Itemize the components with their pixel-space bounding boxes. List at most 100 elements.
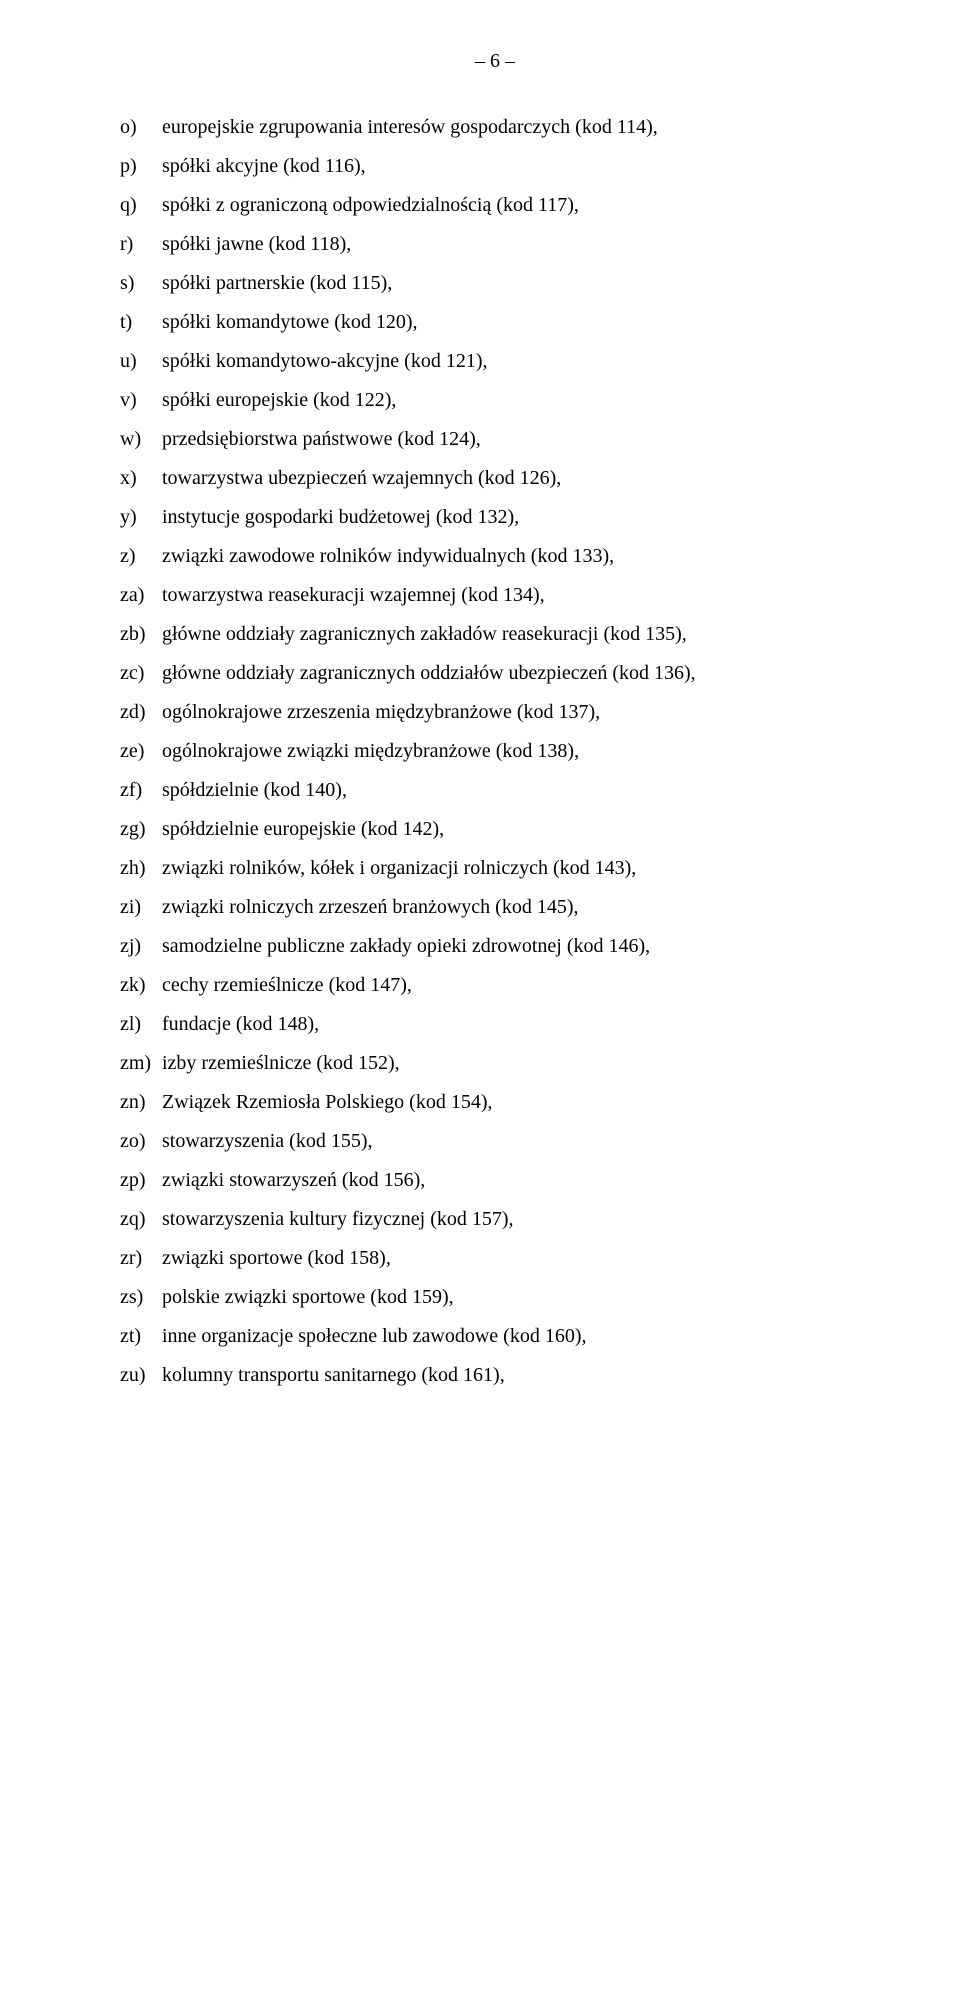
list-item-marker: s) — [120, 264, 162, 302]
list-item-text: izby rzemieślnicze (kod 152), — [162, 1044, 870, 1082]
list-item-marker: x) — [120, 459, 162, 497]
list-item-text: inne organizacje społeczne lub zawodowe … — [162, 1317, 870, 1355]
list-item: w)przedsiębiorstwa państwowe (kod 124), — [120, 420, 870, 458]
list-item: zr)związki sportowe (kod 158), — [120, 1239, 870, 1277]
list-item-text: kolumny transportu sanitarnego (kod 161)… — [162, 1356, 870, 1394]
list-item-text: związki rolniczych zrzeszeń branżowych (… — [162, 888, 870, 926]
list-item-marker: zr) — [120, 1239, 162, 1277]
list-item: zl)fundacje (kod 148), — [120, 1005, 870, 1043]
list-item-marker: zc) — [120, 654, 162, 692]
list-item-marker: zi) — [120, 888, 162, 926]
list-item-marker: zm) — [120, 1044, 162, 1082]
list-item: zf)spółdzielnie (kod 140), — [120, 771, 870, 809]
list-item-marker: u) — [120, 342, 162, 380]
list-item-text: Związek Rzemiosła Polskiego (kod 154), — [162, 1083, 870, 1121]
list-item-marker: y) — [120, 498, 162, 536]
list-item-marker: zs) — [120, 1278, 162, 1316]
list-item: zc)główne oddziały zagranicznych oddział… — [120, 654, 870, 692]
list-item: za)towarzystwa reasekuracji wzajemnej (k… — [120, 576, 870, 614]
list-item-marker: r) — [120, 225, 162, 263]
list-item-marker: t) — [120, 303, 162, 341]
list-item-marker: w) — [120, 420, 162, 458]
list-item: zn)Związek Rzemiosła Polskiego (kod 154)… — [120, 1083, 870, 1121]
list-item-marker: zh) — [120, 849, 162, 887]
list-item: zo)stowarzyszenia (kod 155), — [120, 1122, 870, 1160]
list-item-text: związki rolników, kółek i organizacji ro… — [162, 849, 870, 887]
list-item-marker: q) — [120, 186, 162, 224]
list-item: y)instytucje gospodarki budżetowej (kod … — [120, 498, 870, 536]
list-item: v)spółki europejskie (kod 122), — [120, 381, 870, 419]
list-item-marker: ze) — [120, 732, 162, 770]
list-item: zi)związki rolniczych zrzeszeń branżowyc… — [120, 888, 870, 926]
list-item: zd)ogólnokrajowe zrzeszenia międzybranżo… — [120, 693, 870, 731]
list-item-text: związki zawodowe rolników indywidualnych… — [162, 537, 870, 575]
list-item-text: spółki komandytowe (kod 120), — [162, 303, 870, 341]
list-item-text: przedsiębiorstwa państwowe (kod 124), — [162, 420, 870, 458]
list-item-text: ogólnokrajowe związki międzybranżowe (ko… — [162, 732, 870, 770]
list-container: o)europejskie zgrupowania interesów gosp… — [120, 108, 870, 1394]
list-item-text: główne oddziały zagranicznych oddziałów … — [162, 654, 870, 692]
list-item-text: stowarzyszenia kultury fizycznej (kod 15… — [162, 1200, 870, 1238]
list-item: zq)stowarzyszenia kultury fizycznej (kod… — [120, 1200, 870, 1238]
list-item: zu)kolumny transportu sanitarnego (kod 1… — [120, 1356, 870, 1394]
list-item-marker: zo) — [120, 1122, 162, 1160]
list-item-marker: zg) — [120, 810, 162, 848]
list-item-text: fundacje (kod 148), — [162, 1005, 870, 1043]
list-item: zt)inne organizacje społeczne lub zawodo… — [120, 1317, 870, 1355]
page-number: – 6 – — [120, 50, 870, 73]
list-item-text: spółki jawne (kod 118), — [162, 225, 870, 263]
list-item: zh)związki rolników, kółek i organizacji… — [120, 849, 870, 887]
list-item-text: samodzielne publiczne zakłady opieki zdr… — [162, 927, 870, 965]
list-item: o)europejskie zgrupowania interesów gosp… — [120, 108, 870, 146]
list-item-text: instytucje gospodarki budżetowej (kod 13… — [162, 498, 870, 536]
list-item: t)spółki komandytowe (kod 120), — [120, 303, 870, 341]
list-item: x)towarzystwa ubezpieczeń wzajemnych (ko… — [120, 459, 870, 497]
list-item: zm)izby rzemieślnicze (kod 152), — [120, 1044, 870, 1082]
list-item-text: związki stowarzyszeń (kod 156), — [162, 1161, 870, 1199]
list-item-marker: zu) — [120, 1356, 162, 1394]
list-item: zb)główne oddziały zagranicznych zakładó… — [120, 615, 870, 653]
list-item-marker: v) — [120, 381, 162, 419]
list-item: ze)ogólnokrajowe związki międzybranżowe … — [120, 732, 870, 770]
list-item: r)spółki jawne (kod 118), — [120, 225, 870, 263]
list-item-marker: o) — [120, 108, 162, 146]
list-item-text: polskie związki sportowe (kod 159), — [162, 1278, 870, 1316]
list-item-marker: p) — [120, 147, 162, 185]
list-item-marker: zd) — [120, 693, 162, 731]
list-item: z)związki zawodowe rolników indywidualny… — [120, 537, 870, 575]
list-item-text: spółki partnerskie (kod 115), — [162, 264, 870, 302]
list-item-marker: za) — [120, 576, 162, 614]
list-item-marker: zf) — [120, 771, 162, 809]
list-item: zs)polskie związki sportowe (kod 159), — [120, 1278, 870, 1316]
list-item-text: cechy rzemieślnicze (kod 147), — [162, 966, 870, 1004]
list-item: u)spółki komandytowo-akcyjne (kod 121), — [120, 342, 870, 380]
list-item: zj)samodzielne publiczne zakłady opieki … — [120, 927, 870, 965]
list-item-marker: z) — [120, 537, 162, 575]
list-item-text: spółki akcyjne (kod 116), — [162, 147, 870, 185]
list-item-text: europejskie zgrupowania interesów gospod… — [162, 108, 870, 146]
list-item-marker: zb) — [120, 615, 162, 653]
list-item: zp)związki stowarzyszeń (kod 156), — [120, 1161, 870, 1199]
list-item-text: główne oddziały zagranicznych zakładów r… — [162, 615, 870, 653]
list-item-marker: zq) — [120, 1200, 162, 1238]
list-item-text: towarzystwa ubezpieczeń wzajemnych (kod … — [162, 459, 870, 497]
list-item-marker: zn) — [120, 1083, 162, 1121]
list-item-text: spółki komandytowo-akcyjne (kod 121), — [162, 342, 870, 380]
list-item-marker: zj) — [120, 927, 162, 965]
list-item: p)spółki akcyjne (kod 116), — [120, 147, 870, 185]
list-item: q)spółki z ograniczoną odpowiedzialności… — [120, 186, 870, 224]
list-item-marker: zt) — [120, 1317, 162, 1355]
list-item-text: stowarzyszenia (kod 155), — [162, 1122, 870, 1160]
list-item: zg)spółdzielnie europejskie (kod 142), — [120, 810, 870, 848]
list-item-text: spółki z ograniczoną odpowiedzialnością … — [162, 186, 870, 224]
list-item-text: spółki europejskie (kod 122), — [162, 381, 870, 419]
list-item-marker: zp) — [120, 1161, 162, 1199]
list-item-text: ogólnokrajowe zrzeszenia międzybranżowe … — [162, 693, 870, 731]
list-item-marker: zk) — [120, 966, 162, 1004]
list-item: s)spółki partnerskie (kod 115), — [120, 264, 870, 302]
list-item-text: związki sportowe (kod 158), — [162, 1239, 870, 1277]
list-item-text: spółdzielnie europejskie (kod 142), — [162, 810, 870, 848]
list-item-text: towarzystwa reasekuracji wzajemnej (kod … — [162, 576, 870, 614]
list-item-marker: zl) — [120, 1005, 162, 1043]
list-item-text: spółdzielnie (kod 140), — [162, 771, 870, 809]
